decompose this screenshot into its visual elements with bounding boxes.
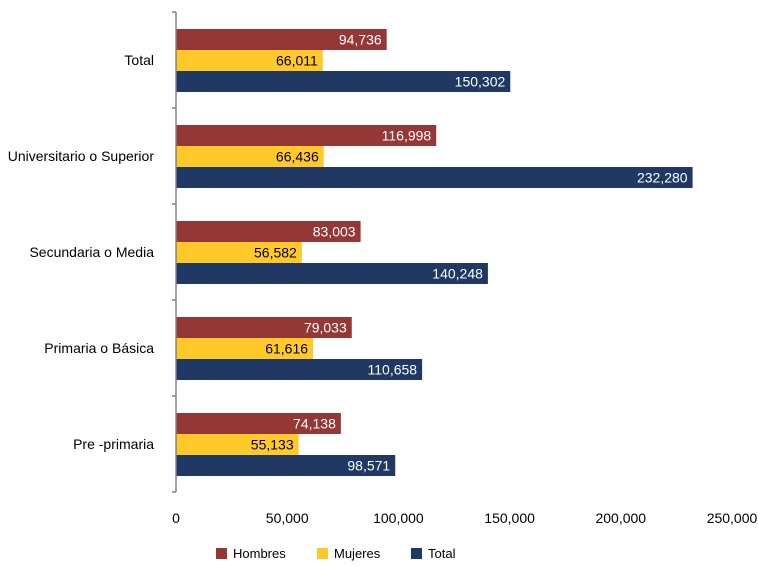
data-label: 56,582 — [254, 245, 297, 261]
bar — [176, 338, 314, 359]
legend: Hombres Mujeres Total — [216, 546, 456, 561]
bar — [176, 455, 396, 476]
legend-label: Mujeres — [334, 546, 381, 561]
legend-label: Total — [428, 546, 456, 561]
legend-label: Hombres — [233, 546, 286, 561]
data-labels-layer: 94,736 66,011 150,302 116,998 66,436 232,280 8… — [251, 32, 688, 474]
x-tick-label: 200,000 — [595, 510, 646, 526]
data-label: 116,998 — [382, 128, 432, 144]
data-label: 232,280 — [637, 170, 688, 186]
bar — [176, 221, 361, 242]
category-label: Secundaria o Media — [29, 244, 154, 260]
x-tick-label: 150,000 — [484, 510, 535, 526]
data-label: 110,658 — [368, 362, 418, 378]
bar — [176, 434, 299, 455]
y-axis — [172, 11, 177, 493]
bar — [176, 146, 324, 167]
legend-swatch — [317, 548, 328, 559]
bar — [176, 317, 352, 338]
bar — [176, 167, 693, 188]
bar — [176, 359, 423, 380]
bar — [176, 29, 387, 50]
x-tick-label: 0 — [172, 510, 180, 526]
x-tick-label: 50,000 — [266, 510, 309, 526]
bars-layer — [176, 29, 693, 476]
data-label: 66,436 — [276, 149, 319, 165]
category-label: Primaria o Básica — [44, 340, 154, 356]
data-label: 83,003 — [313, 224, 356, 240]
data-label: 74,138 — [293, 416, 336, 432]
x-tick-label: 100,000 — [373, 510, 424, 526]
data-label: 98,571 — [347, 458, 390, 474]
x-tick-label: 250,000 — [707, 510, 758, 526]
data-label: 66,011 — [276, 53, 318, 69]
data-label: 55,133 — [251, 437, 294, 453]
data-label: 94,736 — [339, 32, 382, 48]
data-label: 79,033 — [304, 320, 347, 336]
category-label: Universitario o Superior — [8, 148, 155, 164]
bar — [176, 71, 511, 92]
legend-swatch — [216, 548, 227, 559]
legend-swatch — [411, 548, 422, 559]
data-label: 150,302 — [455, 74, 506, 90]
data-label: 61,616 — [265, 341, 308, 357]
x-tick-labels-layer: 0 50,000 100,000 150,000 200,000 250,000 — [172, 510, 757, 526]
bar — [176, 50, 323, 71]
bar — [176, 242, 302, 263]
category-label: Pre -primaria — [73, 436, 154, 452]
bar — [176, 125, 437, 146]
bar — [176, 263, 488, 284]
bar — [176, 413, 341, 434]
category-label: Total — [124, 52, 154, 68]
category-labels-layer: Total Universitario o Superior Secundaria … — [8, 52, 155, 452]
data-label: 140,248 — [432, 266, 483, 282]
